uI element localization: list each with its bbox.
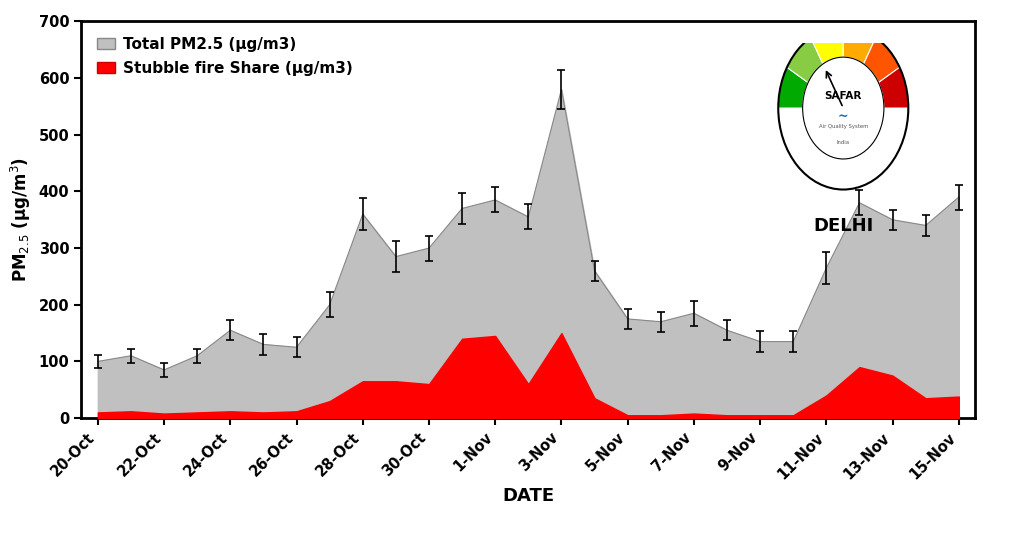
Text: ~: ~ xyxy=(838,110,848,123)
Text: Air Quality System: Air Quality System xyxy=(819,124,868,129)
Wedge shape xyxy=(778,108,908,190)
Wedge shape xyxy=(879,68,908,108)
Wedge shape xyxy=(843,27,876,64)
Wedge shape xyxy=(864,38,899,83)
Wedge shape xyxy=(811,27,843,64)
Legend: Total PM2.5 (μg/m3), Stubble fire Share (μg/m3): Total PM2.5 (μg/m3), Stubble fire Share … xyxy=(89,29,360,84)
Circle shape xyxy=(803,57,884,159)
X-axis label: DATE: DATE xyxy=(502,487,555,505)
Wedge shape xyxy=(778,68,808,108)
Text: India: India xyxy=(837,140,849,145)
Text: SAFAR: SAFAR xyxy=(825,91,862,101)
Y-axis label: PM$_{2.5}$ (μg/m$^{3}$): PM$_{2.5}$ (μg/m$^{3}$) xyxy=(9,157,34,282)
Text: DELHI: DELHI xyxy=(813,217,874,235)
Wedge shape xyxy=(787,38,823,83)
